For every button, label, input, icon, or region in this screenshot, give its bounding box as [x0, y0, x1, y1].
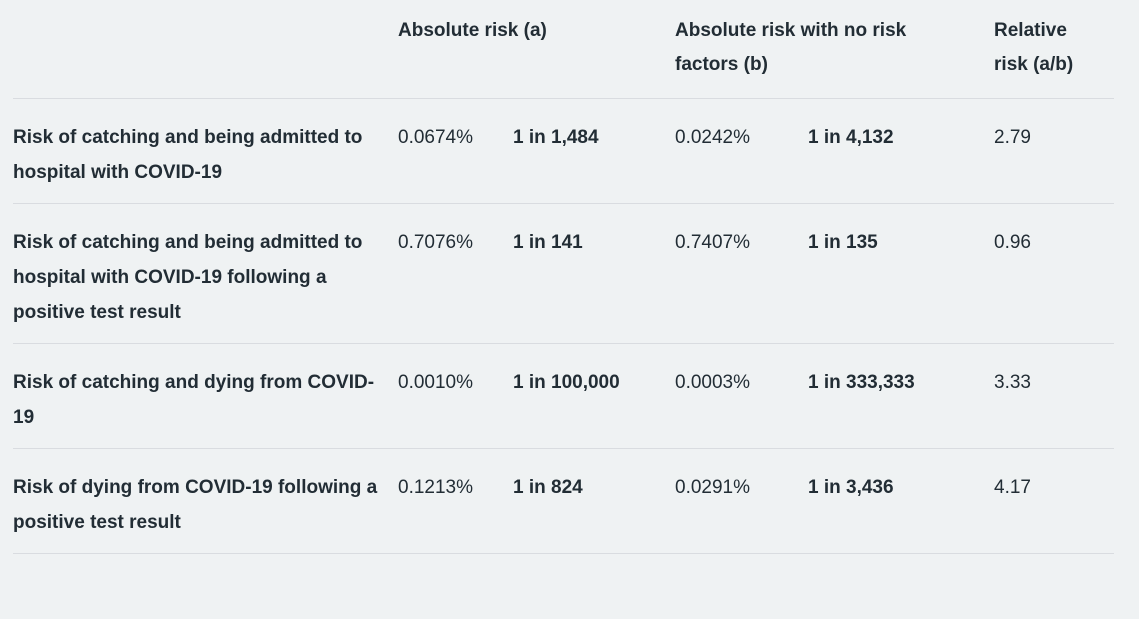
no-risk-factors-pct: 0.0291% [675, 448, 808, 554]
row-label: Risk of catching and being admitted to h… [13, 203, 398, 344]
header-relative-risk: Relative risk (a/b) [994, 0, 1115, 99]
covid-risk-table: Absolute risk (a) Absolute risk with no … [13, 0, 1115, 554]
no-risk-factors-ratio: 1 in 333,333 [808, 343, 995, 449]
no-risk-factors-ratio: 1 in 135 [808, 203, 995, 344]
row-label: Risk of dying from COVID-19 following a … [13, 448, 398, 554]
absolute-risk-ratio: 1 in 824 [513, 448, 675, 554]
row-label: Risk of catching and dying from COVID-19 [13, 343, 398, 449]
relative-risk-value: 2.79 [994, 98, 1115, 204]
absolute-risk-pct: 0.7076% [398, 203, 513, 344]
absolute-risk-ratio: 1 in 141 [513, 203, 675, 344]
absolute-risk-pct: 0.1213% [398, 448, 513, 554]
no-risk-factors-ratio: 1 in 3,436 [808, 448, 995, 554]
header-row-label [13, 0, 398, 99]
table-row: Risk of catching and dying from COVID-19… [13, 343, 1115, 449]
relative-risk-value: 4.17 [994, 448, 1115, 554]
relative-risk-value: 3.33 [994, 343, 1115, 449]
absolute-risk-pct: 0.0674% [398, 98, 513, 204]
relative-risk-value: 0.96 [994, 203, 1115, 344]
table-row: Risk of catching and being admitted to h… [13, 203, 1115, 344]
table-row: Risk of dying from COVID-19 following a … [13, 448, 1115, 554]
no-risk-factors-ratio: 1 in 4,132 [808, 98, 995, 204]
absolute-risk-ratio: 1 in 100,000 [513, 343, 675, 449]
absolute-risk-ratio: 1 in 1,484 [513, 98, 675, 204]
absolute-risk-pct: 0.0010% [398, 343, 513, 449]
no-risk-factors-pct: 0.7407% [675, 203, 808, 344]
header-absolute-risk: Absolute risk (a) [398, 0, 675, 99]
header-absolute-risk-no-factors: Absolute risk with no risk factors (b) [675, 0, 995, 99]
no-risk-factors-pct: 0.0242% [675, 98, 808, 204]
header-row: Absolute risk (a) Absolute risk with no … [13, 0, 1115, 99]
table-row: Risk of catching and being admitted to h… [13, 98, 1115, 204]
no-risk-factors-pct: 0.0003% [675, 343, 808, 449]
row-label: Risk of catching and being admitted to h… [13, 98, 398, 204]
